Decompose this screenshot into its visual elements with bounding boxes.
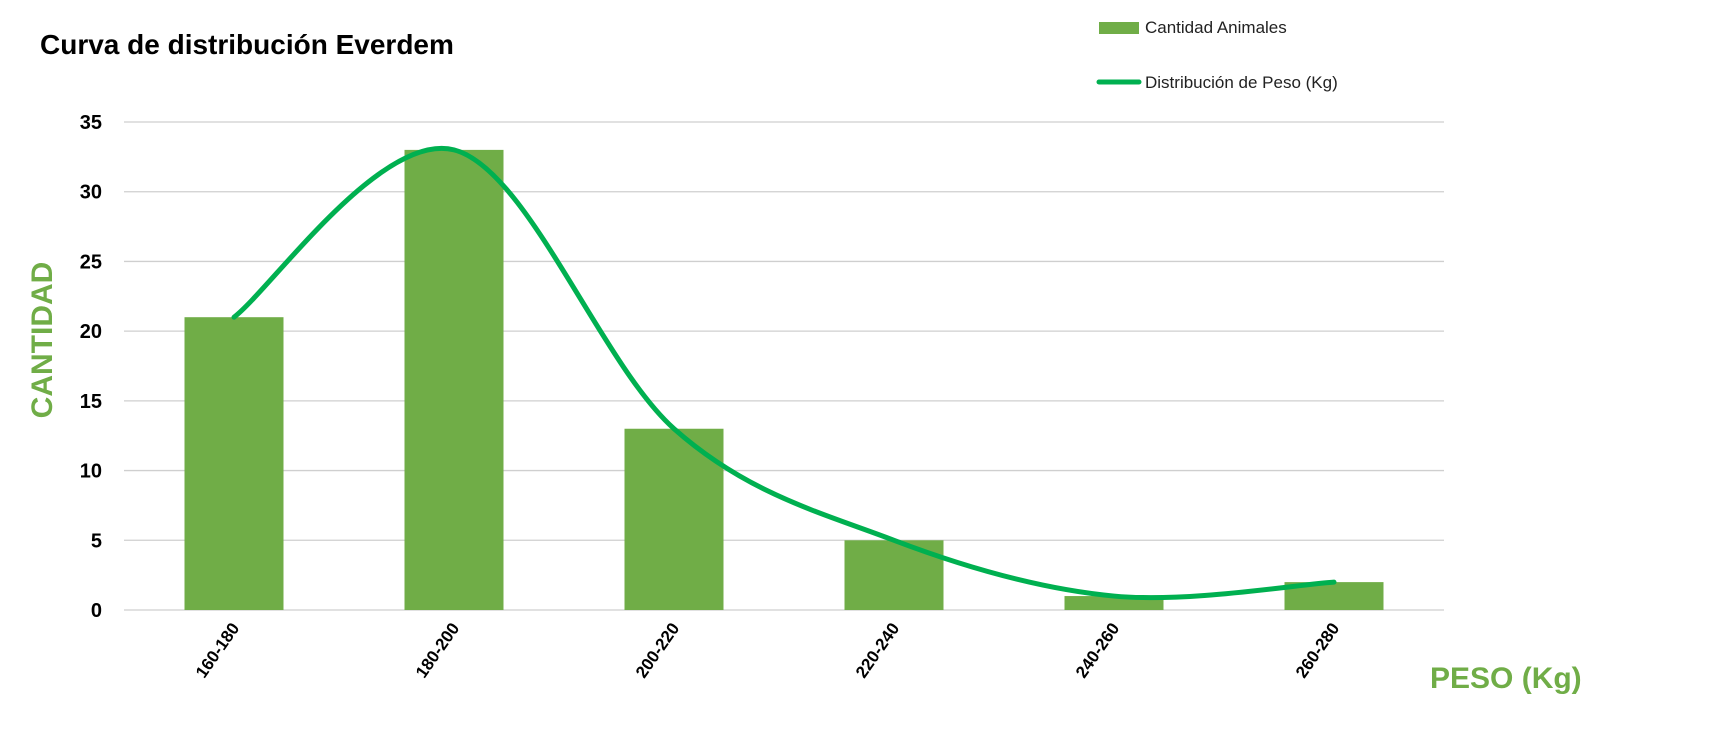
y-tick-label: 5 xyxy=(91,530,102,552)
y-tick-label: 0 xyxy=(91,600,102,622)
x-tick-label: 160-180 xyxy=(192,619,243,681)
bar xyxy=(624,428,724,610)
y-axis-ticks: 0 5 10 15 20 25 30 35 xyxy=(80,112,102,622)
bar xyxy=(184,317,284,610)
chart-title: Curva de distribución Everdem xyxy=(40,29,454,60)
x-tick-label: 260-280 xyxy=(1292,619,1343,681)
bar xyxy=(404,149,504,610)
bars xyxy=(184,149,1384,610)
x-tick-label: 200-220 xyxy=(632,619,683,681)
x-axis-ticks: 160-180 180-200 200-220 220-240 240-260 260-2… xyxy=(192,619,1343,681)
legend-line-label: Distribución de Peso (Kg) xyxy=(1145,73,1338,92)
y-tick-label: 20 xyxy=(80,321,102,343)
y-tick-label: 25 xyxy=(80,251,102,273)
x-tick-label: 240-260 xyxy=(1072,619,1123,681)
legend: Cantidad Animales Distribución de Peso (… xyxy=(1096,18,1338,92)
y-axis-label: CANTIDAD xyxy=(26,262,59,419)
legend-bar-label: Cantidad Animales xyxy=(1145,18,1287,37)
legend-bar-swatch xyxy=(1099,22,1139,34)
y-tick-label: 30 xyxy=(80,182,102,204)
y-tick-label: 15 xyxy=(80,391,102,413)
distribution-curve xyxy=(231,145,1337,601)
y-tick-label: 10 xyxy=(80,461,102,483)
x-tick-label: 180-200 xyxy=(412,619,463,681)
x-axis-label: PESO (Kg) xyxy=(1430,662,1582,695)
gridlines xyxy=(124,121,1444,611)
y-tick-label: 35 xyxy=(80,112,102,134)
x-tick-label: 220-240 xyxy=(852,619,903,681)
